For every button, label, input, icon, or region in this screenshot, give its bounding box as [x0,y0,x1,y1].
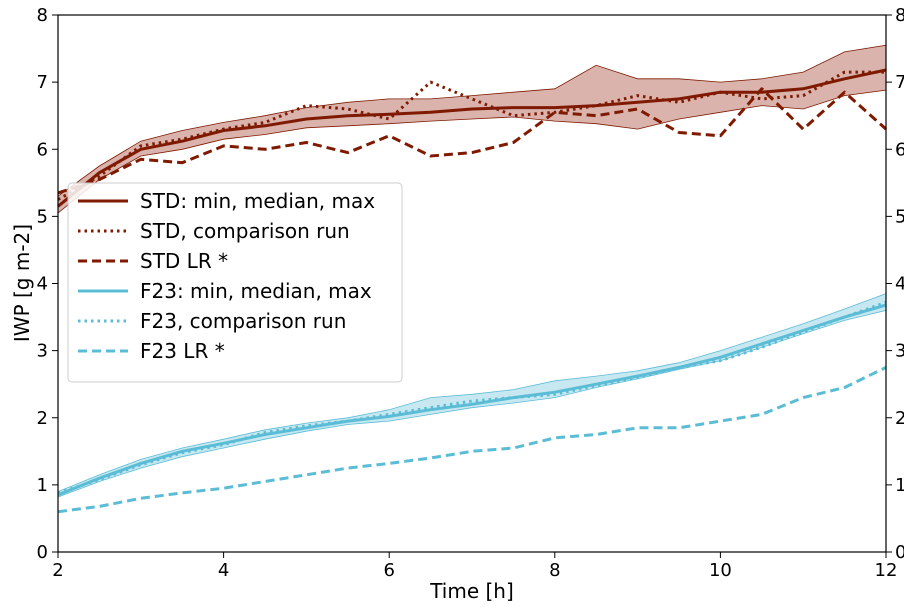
legend: STD: min, median, max STD, comparison run… [67,182,403,383]
x-tick-label: 12 [875,560,898,581]
axis-ticks: 2 4 6 8 10 120 01 12 23 34 45 56 67 78 8 [37,5,904,581]
y-tick-label-left: 6 [37,139,48,160]
series-line-2 [57,87,887,195]
y-tick-label-right: 2 [895,408,904,429]
x-tick-label: 4 [218,560,229,581]
y-tick-label-right: 6 [895,139,904,160]
y-tick-label-right: 8 [895,5,904,26]
legend-label: STD LR * [140,249,228,273]
y-tick-label-right: 4 [895,274,904,295]
legend-label: STD: min, median, max [140,189,375,213]
y-tick-label-left: 0 [37,542,48,563]
legend-label: F23: min, median, max [140,279,372,303]
y-tick-label-left: 1 [37,475,48,496]
y-tick-label-right: 3 [895,341,904,362]
y-tick-label-right: 5 [895,206,904,227]
x-axis-label: Time [h] [429,579,514,603]
legend-label: F23 LR * [140,339,225,363]
y-tick-label-left: 3 [37,341,48,362]
x-tick-label: 2 [52,560,63,581]
series-line-5 [57,366,887,514]
x-tick-label: 8 [549,560,560,581]
x-tick-label: 10 [709,560,732,581]
y-tick-label-left: 5 [37,206,48,227]
y-tick-label-left: 2 [37,408,48,429]
legend-label: STD, comparison run [140,219,350,243]
y-tick-label-right: 1 [895,475,904,496]
legend-label: F23, comparison run [140,309,346,333]
y-tick-label-left: 8 [37,5,48,26]
y-tick-label-left: 4 [37,274,48,295]
series-line-0 [57,68,887,208]
x-tick-label: 6 [383,560,394,581]
series-line-4 [57,300,887,495]
y-tick-label-right: 7 [895,72,904,93]
legend-box [67,182,403,383]
y-axis-label: IWP [g m-2] [10,224,34,342]
y-tick-label-left: 7 [37,72,48,93]
y-tick-label-right: 0 [895,542,904,563]
series-lines [57,68,887,514]
